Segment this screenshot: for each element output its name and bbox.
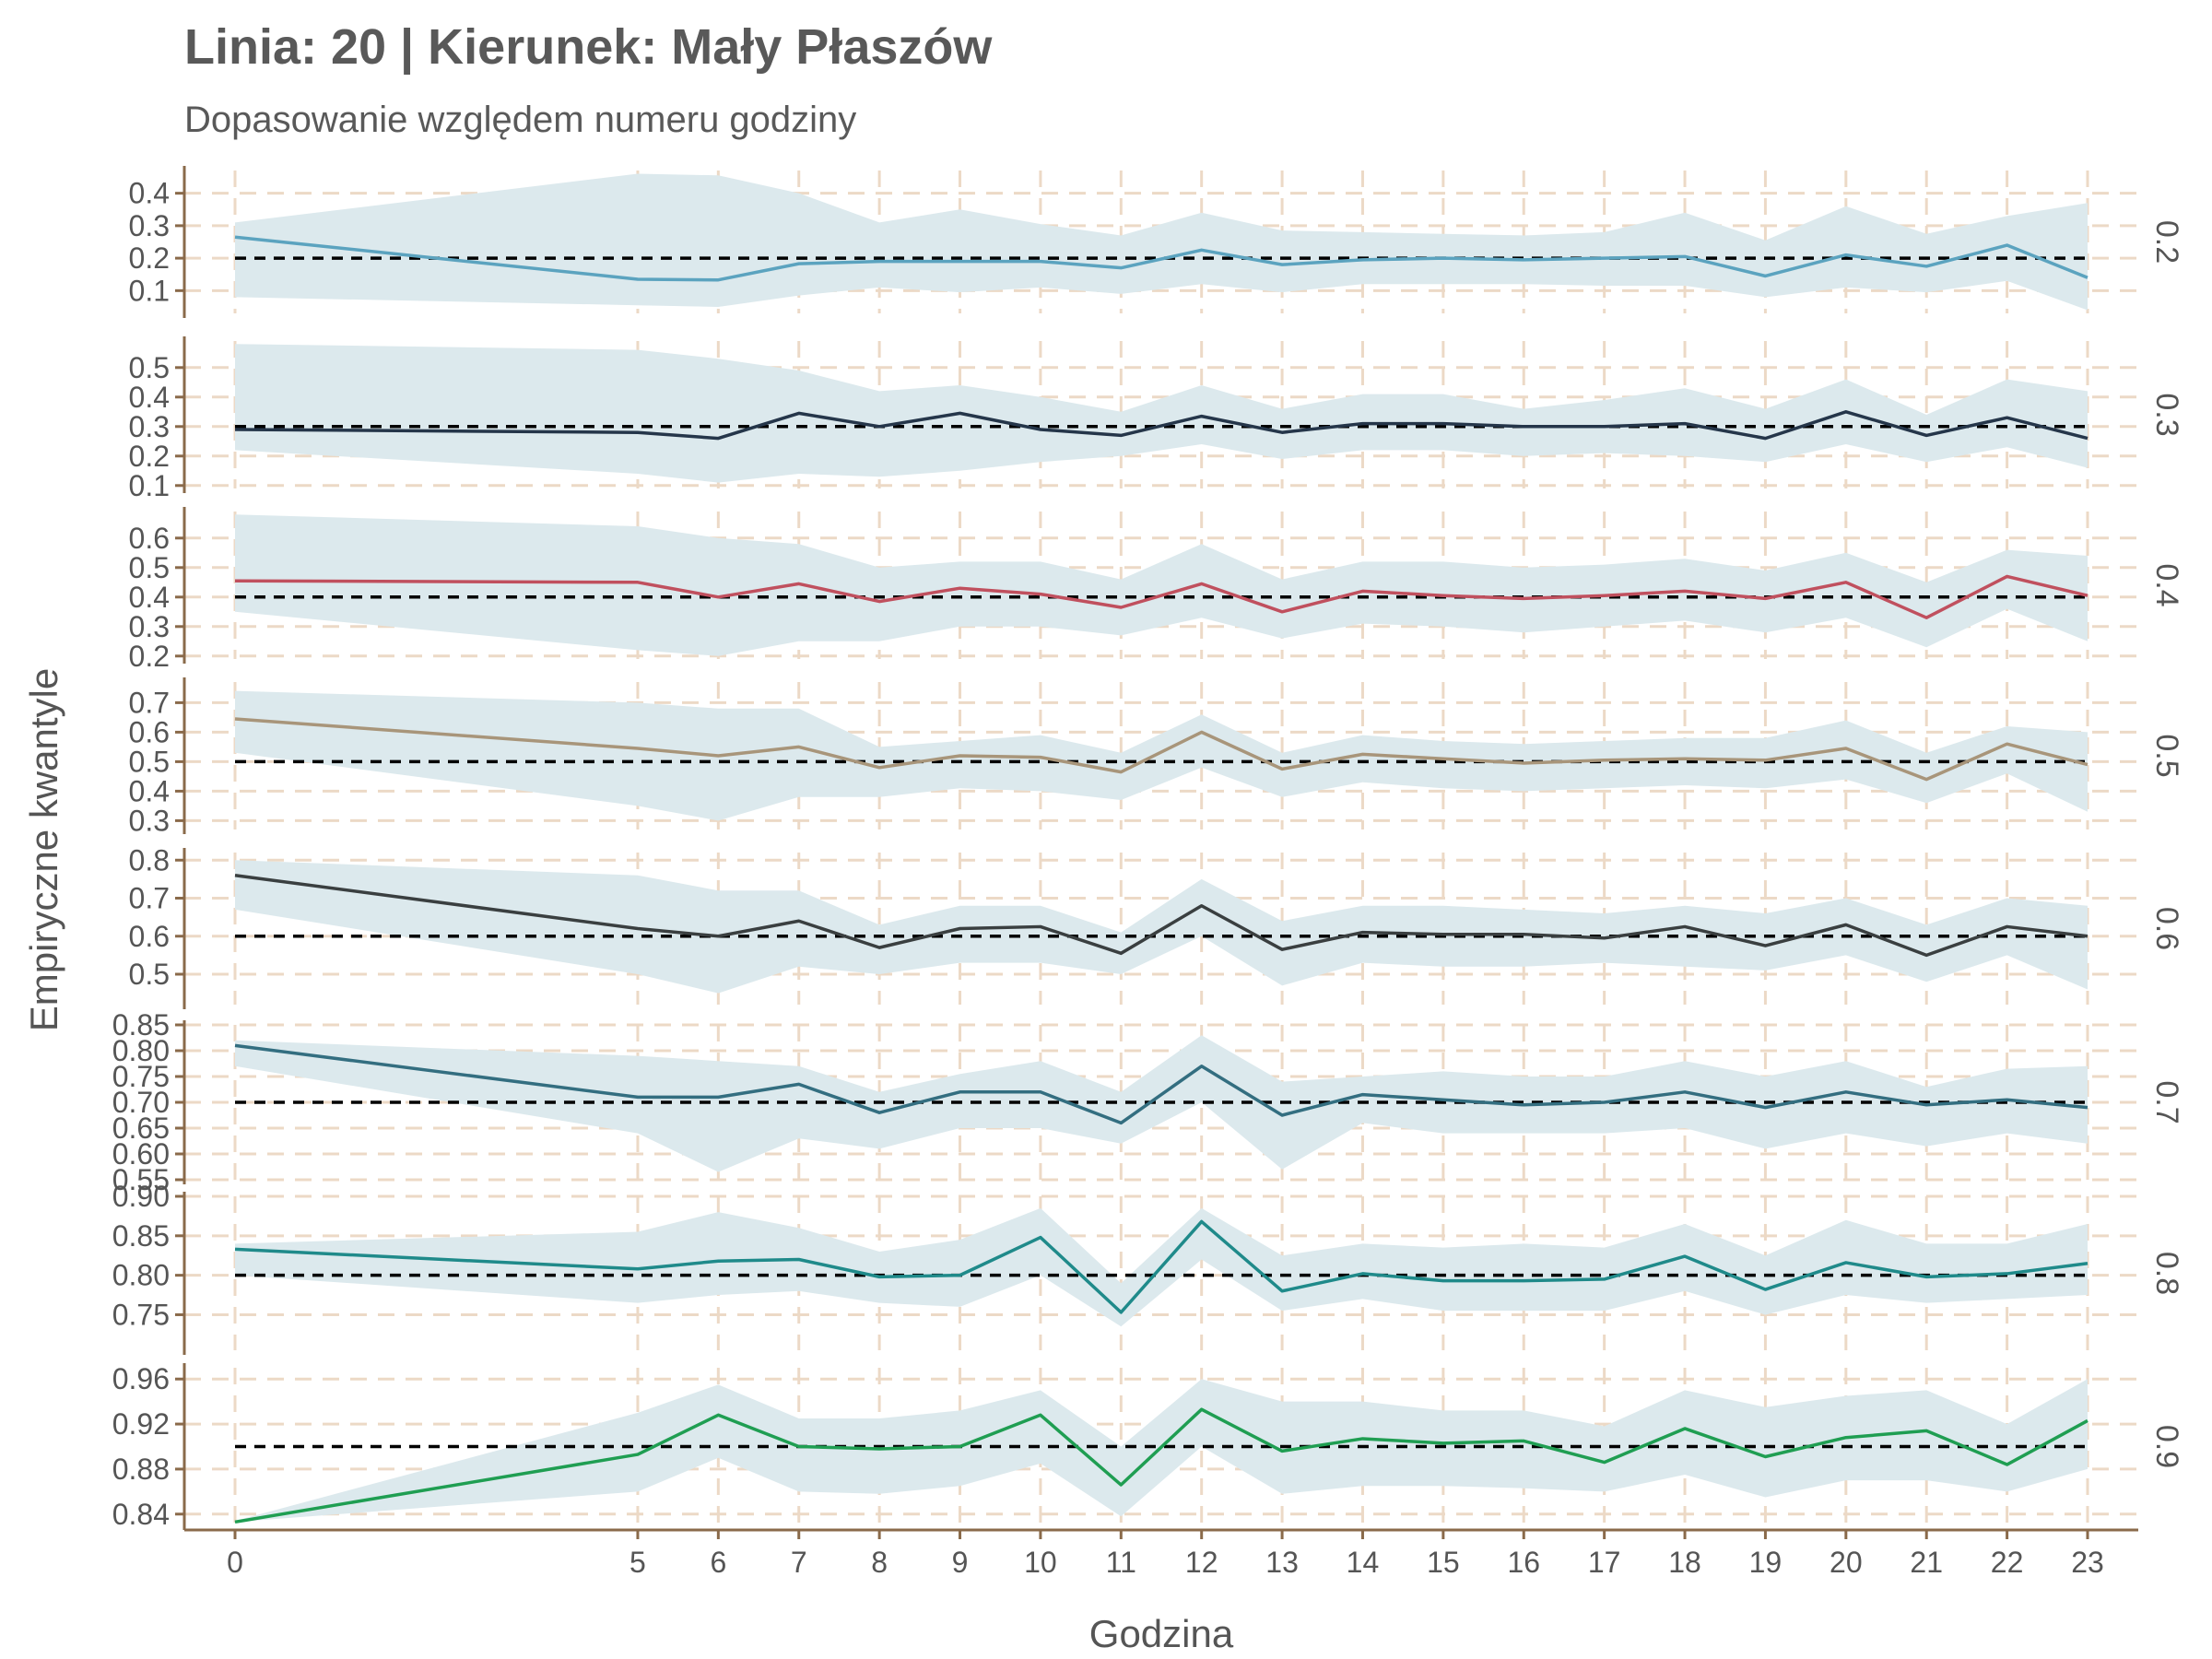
y-tick-label-7-1: 0.88 [112,1453,170,1486]
x-tick-label-4: 8 [871,1546,888,1579]
y-tick-label-7-3: 0.96 [112,1362,170,1395]
series-line-0.6 [234,874,2088,958]
x-tick-label-9: 13 [1265,1546,1299,1579]
y-tick-label-6-0: 0.75 [112,1298,170,1331]
band-0.4 [235,514,2088,656]
y-tick-label-3-3: 0.6 [129,715,170,748]
x-axis-title: Godzina [1089,1612,1234,1655]
band-layer [235,173,2088,1523]
x-tick-label-13: 17 [1588,1546,1621,1579]
y-tick-label-4-3: 0.8 [129,843,170,877]
y-tick-label-5-0: 0.55 [112,1163,170,1196]
y-tick-label-2-4: 0.6 [129,522,170,555]
facet-label-0.5: 0.5 [2149,734,2184,777]
y-tick-label-3-2: 0.5 [129,745,170,778]
y-tick-label-3-0: 0.3 [129,804,170,837]
series-line-0.3 [234,410,2088,441]
band-0.7 [235,1035,2088,1172]
x-tick-label-7: 11 [1106,1546,1136,1579]
facet-label-0.2: 0.2 [2149,220,2184,264]
y-tick-label-7-0: 0.84 [112,1498,170,1531]
label-layer: 0.10.20.30.40.20.10.20.30.40.50.30.20.30… [112,177,2184,1579]
x-tick-label-10: 14 [1347,1546,1380,1579]
x-tick-label-8: 12 [1185,1546,1218,1579]
x-tick-label-14: 18 [1668,1546,1701,1579]
x-tick-label-1: 5 [629,1546,646,1579]
x-tick-label-11: 15 [1427,1546,1460,1579]
y-tick-label-0-1: 0.2 [129,241,170,275]
x-tick-label-18: 22 [1991,1546,2024,1579]
facet-label-0.6: 0.6 [2149,907,2184,950]
x-tick-label-19: 23 [2071,1546,2104,1579]
y-tick-label-2-0: 0.2 [129,640,170,673]
band-0.3 [235,344,2088,483]
series-line-0.8 [234,1219,2088,1314]
facet-label-0.7: 0.7 [2149,1080,2184,1124]
y-tick-label-4-0: 0.5 [129,958,170,991]
y-tick-label-5-1: 0.60 [112,1137,170,1171]
y-tick-label-5-4: 0.75 [112,1060,170,1093]
y-tick-label-5-5: 0.80 [112,1034,170,1067]
y-axis-title: Empiryczne kwantyle [22,668,65,1031]
facet-label-0.9: 0.9 [2149,1425,2184,1468]
line-layer [234,235,2088,1524]
facet-label-0.3: 0.3 [2149,393,2184,436]
x-tick-label-6: 10 [1024,1546,1057,1579]
y-tick-label-6-3: 0.90 [112,1180,170,1213]
series-line-0.2 [234,235,2088,282]
y-tick-label-1-0: 0.1 [129,469,170,502]
series-line-0.7 [234,1043,2088,1125]
y-tick-label-2-2: 0.4 [129,581,170,614]
y-tick-label-5-3: 0.70 [112,1086,170,1119]
band-0.6 [235,860,2088,994]
y-tick-label-4-1: 0.6 [129,920,170,953]
series-line-0.9 [234,1407,2088,1524]
axis-layer [175,166,2138,1539]
chart-title: Linia: 20 | Kierunek: Mały Płaszów [184,19,993,75]
y-tick-label-0-3: 0.4 [129,177,170,210]
x-tick-label-2: 6 [710,1546,726,1579]
x-tick-label-3: 7 [791,1546,807,1579]
y-tick-label-2-3: 0.5 [129,551,170,584]
y-tick-label-4-2: 0.7 [129,882,170,915]
y-tick-label-2-1: 0.3 [129,610,170,643]
band-0.9 [235,1379,2088,1523]
x-tick-label-17: 21 [1910,1546,1943,1579]
y-tick-label-1-2: 0.3 [129,410,170,443]
y-tick-label-1-4: 0.5 [129,351,170,384]
chart-subtitle: Dopasowanie względem numeru godziny [184,100,857,140]
y-tick-label-5-6: 0.85 [112,1008,170,1041]
y-tick-label-1-1: 0.2 [129,440,170,473]
y-tick-label-6-1: 0.80 [112,1259,170,1292]
series-line-0.4 [234,574,2088,619]
series-line-0.5 [234,717,2088,782]
x-tick-label-16: 20 [1830,1546,1863,1579]
y-tick-label-5-2: 0.65 [112,1112,170,1145]
y-tick-label-6-2: 0.85 [112,1219,170,1253]
y-tick-label-1-3: 0.4 [129,381,170,414]
x-tick-label-5: 9 [952,1546,969,1579]
band-0.5 [235,690,2088,821]
facet-label-0.4: 0.4 [2149,563,2184,606]
y-tick-label-3-4: 0.7 [129,686,170,719]
y-tick-label-7-2: 0.92 [112,1407,170,1441]
x-tick-label-12: 16 [1507,1546,1540,1579]
x-tick-label-15: 19 [1749,1546,1783,1579]
y-tick-label-3-1: 0.4 [129,774,170,807]
band-0.2 [235,173,2088,311]
y-tick-label-0-0: 0.1 [129,274,170,307]
facet-label-0.8: 0.8 [2149,1252,2184,1295]
x-tick-label-0: 0 [227,1546,243,1579]
y-tick-label-0-2: 0.3 [129,209,170,242]
